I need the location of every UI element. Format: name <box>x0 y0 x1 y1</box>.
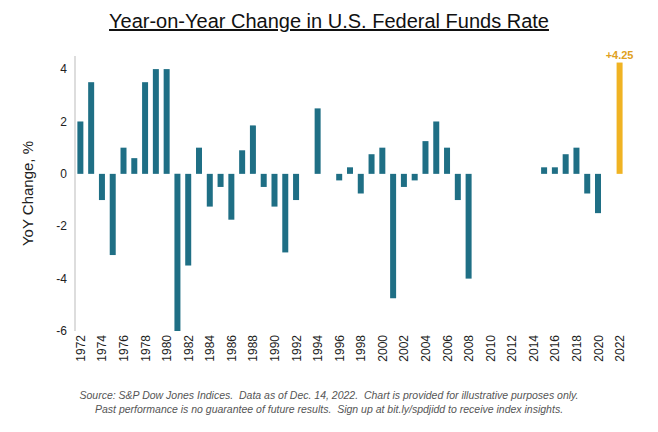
svg-text:1986: 1986 <box>225 335 239 362</box>
svg-text:2012: 2012 <box>505 335 519 362</box>
svg-text:1978: 1978 <box>139 335 153 362</box>
svg-text:1992: 1992 <box>290 335 304 362</box>
svg-text:1994: 1994 <box>311 335 325 362</box>
svg-text:2016: 2016 <box>548 335 562 362</box>
html-text:Source: S&P Dow Jones Indices.: Source: S&P Dow Jones Indices. Data as o… <box>79 389 579 401</box>
svg-text:2004: 2004 <box>419 335 433 362</box>
svg-text:2000: 2000 <box>376 335 390 362</box>
svg-text:2: 2 <box>60 115 67 129</box>
svg-text:1988: 1988 <box>246 335 260 362</box>
svg-text:0: 0 <box>60 167 67 181</box>
html-text:Year-on-Year Change in U.S. Fe: Year-on-Year Change in U.S. Federal Fund… <box>109 10 549 32</box>
svg-text:2020: 2020 <box>592 335 606 362</box>
svg-text:-6: -6 <box>56 324 67 338</box>
svg-text:1996: 1996 <box>333 335 347 362</box>
svg-text:-4: -4 <box>56 272 67 286</box>
svg-text:YoY Change, %: YoY Change, % <box>19 141 36 246</box>
svg-text:1984: 1984 <box>203 335 217 362</box>
svg-text:2010: 2010 <box>484 335 498 362</box>
svg-text:2018: 2018 <box>570 335 584 362</box>
svg-text:4: 4 <box>60 62 67 76</box>
svg-text:+4.25: +4.25 <box>606 49 634 61</box>
svg-text:1980: 1980 <box>160 335 174 362</box>
svg-text:2002: 2002 <box>397 335 411 362</box>
svg-text:-2: -2 <box>56 219 67 233</box>
svg-text:2014: 2014 <box>527 335 541 362</box>
svg-text:1998: 1998 <box>354 335 368 362</box>
svg-text:2006: 2006 <box>441 335 455 362</box>
svg-text:1974: 1974 <box>95 335 109 362</box>
svg-text:2022: 2022 <box>613 335 627 362</box>
svg-text:1982: 1982 <box>182 335 196 362</box>
svg-text:2008: 2008 <box>462 335 476 362</box>
html-text:Past performance is no guarant: Past performance is no guarantee of futu… <box>95 403 563 415</box>
svg-text:1976: 1976 <box>117 335 131 362</box>
svg-text:1990: 1990 <box>268 335 282 362</box>
svg-text:1972: 1972 <box>74 335 88 362</box>
